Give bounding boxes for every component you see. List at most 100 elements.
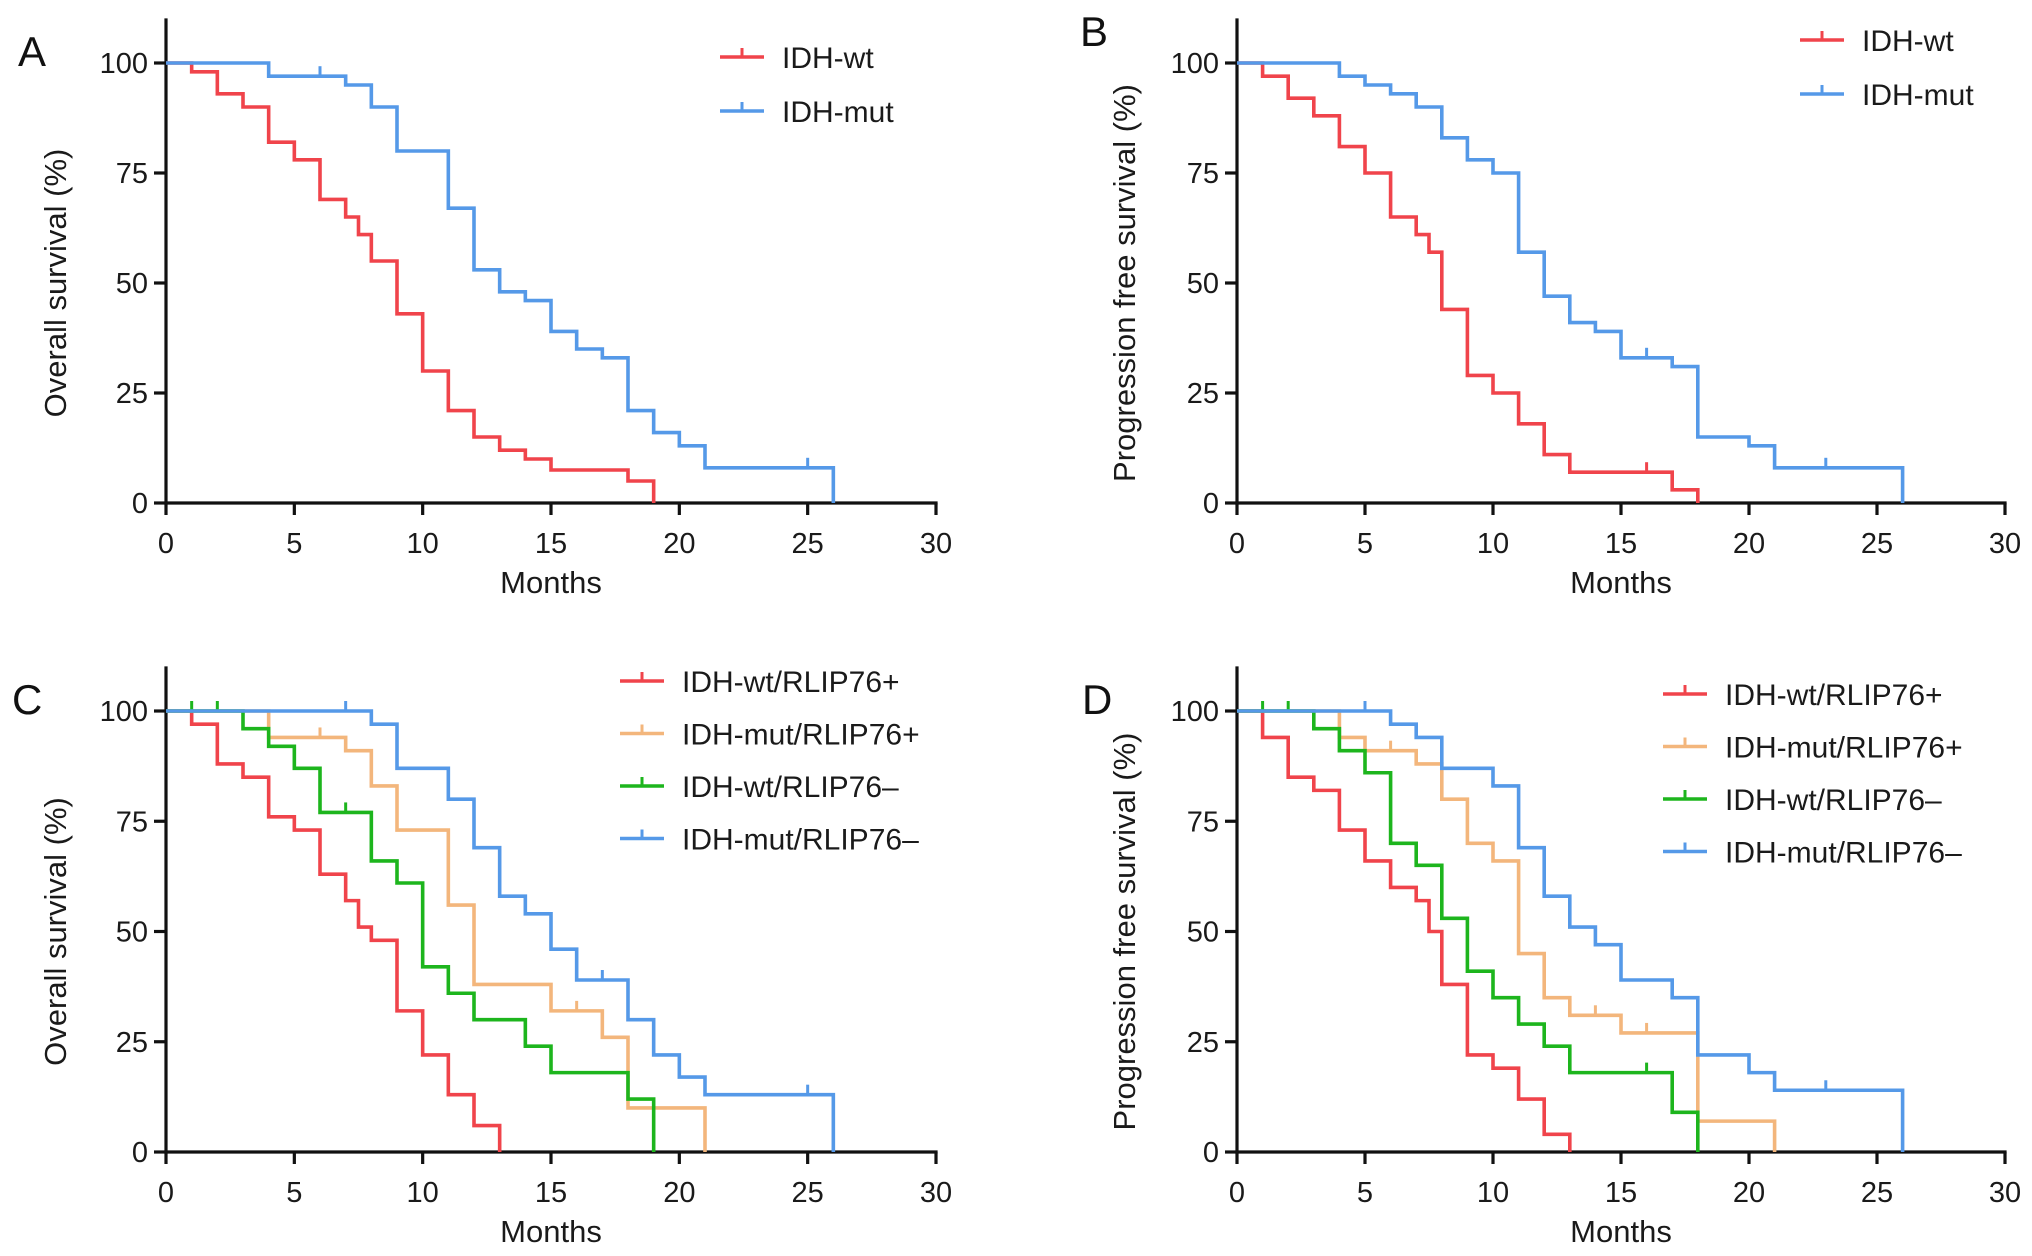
legend-label: IDH-wt/RLIP76– bbox=[1725, 784, 1942, 817]
y-axis-title: Progression free survival (%) bbox=[1107, 733, 1142, 1131]
survival-curve bbox=[1237, 61, 1905, 503]
legend-label: IDH-wt/RLIP76+ bbox=[1725, 679, 1943, 712]
y-tick-label: 75 bbox=[116, 158, 148, 190]
y-tick-label: 100 bbox=[100, 48, 148, 80]
y-tick-label: 0 bbox=[1203, 488, 1219, 520]
panel-letter: D bbox=[1082, 676, 1112, 723]
survival-curve bbox=[166, 709, 707, 1152]
y-tick-label: 0 bbox=[1203, 1137, 1219, 1169]
legend-label: IDH-mut bbox=[782, 96, 894, 129]
panel-c: C 0 5 10 15 20 25 30 0 25 50 75 100 Months Overall sur… bbox=[12, 666, 952, 1249]
x-tick-label: 10 bbox=[1477, 528, 1509, 560]
y-axis-title: Progression free survival (%) bbox=[1107, 84, 1142, 482]
y-tick-label: 50 bbox=[116, 917, 148, 949]
series-0 bbox=[1237, 709, 1572, 1152]
x-tick-label: 25 bbox=[792, 528, 824, 560]
series-3 bbox=[166, 701, 836, 1152]
survival-curve bbox=[166, 709, 656, 1152]
x-tick-label: 5 bbox=[286, 1177, 302, 1209]
y-tick-label: 0 bbox=[132, 488, 148, 520]
survival-curve bbox=[166, 709, 502, 1152]
x-tick-label: 10 bbox=[407, 528, 439, 560]
y-tick-label: 75 bbox=[1187, 806, 1219, 838]
legend-item: IDH-mut bbox=[720, 96, 894, 129]
x-tick-label: 0 bbox=[1229, 1177, 1245, 1209]
x-tick-label: 5 bbox=[286, 528, 302, 560]
legend-item: IDH-wt/RLIP76– bbox=[1663, 784, 1942, 817]
x-tick-label: 25 bbox=[792, 1177, 824, 1209]
panel-b: B 0 5 10 15 20 25 30 0 25 50 75 100 Months Progression… bbox=[1080, 8, 2021, 600]
y-tick-label: 75 bbox=[1187, 158, 1219, 190]
x-tick-label: 0 bbox=[1229, 528, 1245, 560]
x-tick-label: 30 bbox=[1989, 528, 2021, 560]
x-tick-label: 30 bbox=[1989, 1177, 2021, 1209]
series-1 bbox=[166, 709, 707, 1152]
y-tick-label: 50 bbox=[1187, 268, 1219, 300]
x-tick-label: 10 bbox=[1477, 1177, 1509, 1209]
x-tick-label: 0 bbox=[158, 1177, 174, 1209]
y-tick-label: 0 bbox=[132, 1137, 148, 1169]
legend-label: IDH-wt/RLIP76– bbox=[682, 771, 899, 804]
x-tick-label: 20 bbox=[1733, 1177, 1765, 1209]
x-axis-title: Months bbox=[1570, 565, 1672, 600]
survival-curve bbox=[166, 61, 656, 503]
panel-a: A 0 5 10 15 20 25 30 0 25 50 75 100 Months Overall sur… bbox=[18, 18, 952, 600]
x-tick-label: 15 bbox=[535, 1177, 567, 1209]
panel-letter: C bbox=[12, 676, 42, 723]
survival-curve bbox=[166, 61, 836, 503]
x-axis-title: Months bbox=[500, 1214, 602, 1249]
x-tick-label: 15 bbox=[1605, 1177, 1637, 1209]
survival-curve bbox=[1237, 709, 1700, 1152]
legend-item: IDH-mut/RLIP76+ bbox=[620, 719, 920, 752]
legend-item: IDH-wt/RLIP76– bbox=[620, 771, 899, 804]
x-tick-label: 25 bbox=[1861, 528, 1893, 560]
legend-label: IDH-mut bbox=[1862, 79, 1974, 112]
panel-letter: B bbox=[1080, 8, 1108, 55]
legend-label: IDH-wt bbox=[1862, 25, 1954, 58]
y-tick-label: 50 bbox=[1187, 917, 1219, 949]
y-tick-label: 25 bbox=[116, 378, 148, 410]
y-tick-label: 25 bbox=[1187, 378, 1219, 410]
legend-label: IDH-mut/RLIP76+ bbox=[682, 719, 920, 752]
series-3 bbox=[1237, 701, 1905, 1152]
x-tick-label: 5 bbox=[1357, 1177, 1373, 1209]
y-tick-label: 100 bbox=[1171, 48, 1219, 80]
survival-curve bbox=[1237, 61, 1700, 503]
series-1 bbox=[166, 61, 836, 503]
x-tick-label: 0 bbox=[158, 528, 174, 560]
series-0 bbox=[166, 61, 656, 503]
legend-item: IDH-mut/RLIP76– bbox=[620, 824, 919, 857]
y-tick-label: 100 bbox=[1171, 696, 1219, 728]
x-axis-title: Months bbox=[1570, 1214, 1672, 1249]
y-tick-label: 100 bbox=[100, 696, 148, 728]
panel-d: D 0 5 10 15 20 25 30 0 25 50 75 100 Months Progression… bbox=[1082, 666, 2021, 1249]
legend-label: IDH-wt bbox=[782, 42, 874, 75]
legend-item: IDH-mut/RLIP76+ bbox=[1663, 732, 1963, 765]
y-tick-label: 75 bbox=[116, 806, 148, 838]
legend-item: IDH-mut/RLIP76– bbox=[1663, 837, 1962, 870]
x-tick-label: 30 bbox=[920, 1177, 952, 1209]
legend-label: IDH-wt/RLIP76+ bbox=[682, 666, 900, 699]
series-1 bbox=[1237, 709, 1777, 1152]
x-tick-label: 5 bbox=[1357, 528, 1373, 560]
series-1 bbox=[1237, 61, 1905, 503]
survival-curve bbox=[166, 709, 836, 1152]
y-axis-title: Overall survival (%) bbox=[38, 149, 73, 418]
x-axis-title: Months bbox=[500, 565, 602, 600]
legend-label: IDH-mut/RLIP76+ bbox=[1725, 732, 1963, 765]
x-tick-label: 20 bbox=[1733, 528, 1765, 560]
x-tick-label: 15 bbox=[1605, 528, 1637, 560]
legend-label: IDH-mut/RLIP76– bbox=[1725, 837, 1962, 870]
x-tick-label: 10 bbox=[407, 1177, 439, 1209]
survival-curve bbox=[1237, 709, 1777, 1152]
x-tick-label: 20 bbox=[663, 1177, 695, 1209]
legend-item: IDH-wt/RLIP76+ bbox=[1663, 679, 1943, 712]
panel-letter: A bbox=[18, 28, 46, 75]
legend-label: IDH-mut/RLIP76– bbox=[682, 824, 919, 857]
x-tick-label: 15 bbox=[535, 528, 567, 560]
x-tick-label: 25 bbox=[1861, 1177, 1893, 1209]
x-tick-label: 20 bbox=[663, 528, 695, 560]
series-0 bbox=[166, 709, 502, 1152]
legend-item: IDH-mut bbox=[1800, 79, 1974, 112]
